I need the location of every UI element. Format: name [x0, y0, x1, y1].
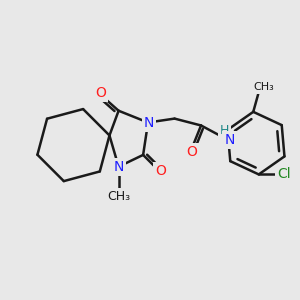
- Text: N: N: [224, 133, 235, 147]
- Text: O: O: [186, 145, 197, 159]
- Text: O: O: [155, 164, 166, 178]
- Text: Cl: Cl: [278, 167, 291, 182]
- Text: CH₃: CH₃: [107, 190, 130, 202]
- Text: CH₃: CH₃: [254, 82, 274, 92]
- Text: N: N: [144, 116, 154, 130]
- Text: N: N: [113, 160, 124, 174]
- Text: O: O: [95, 86, 106, 100]
- Text: H: H: [220, 124, 229, 137]
